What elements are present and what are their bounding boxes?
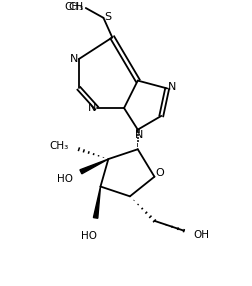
- Text: N: N: [87, 103, 96, 113]
- Text: CH₃: CH₃: [50, 141, 69, 151]
- Text: S: S: [104, 12, 111, 22]
- Text: HO: HO: [81, 231, 97, 241]
- Text: OH: OH: [194, 230, 210, 240]
- Text: CH: CH: [69, 2, 84, 12]
- Text: O: O: [155, 168, 164, 178]
- Text: CH₃: CH₃: [65, 2, 84, 12]
- Polygon shape: [93, 186, 101, 218]
- Polygon shape: [80, 159, 108, 174]
- Text: N: N: [168, 82, 176, 92]
- Text: N: N: [70, 54, 78, 64]
- Text: N: N: [135, 130, 143, 140]
- Text: HO: HO: [57, 174, 73, 184]
